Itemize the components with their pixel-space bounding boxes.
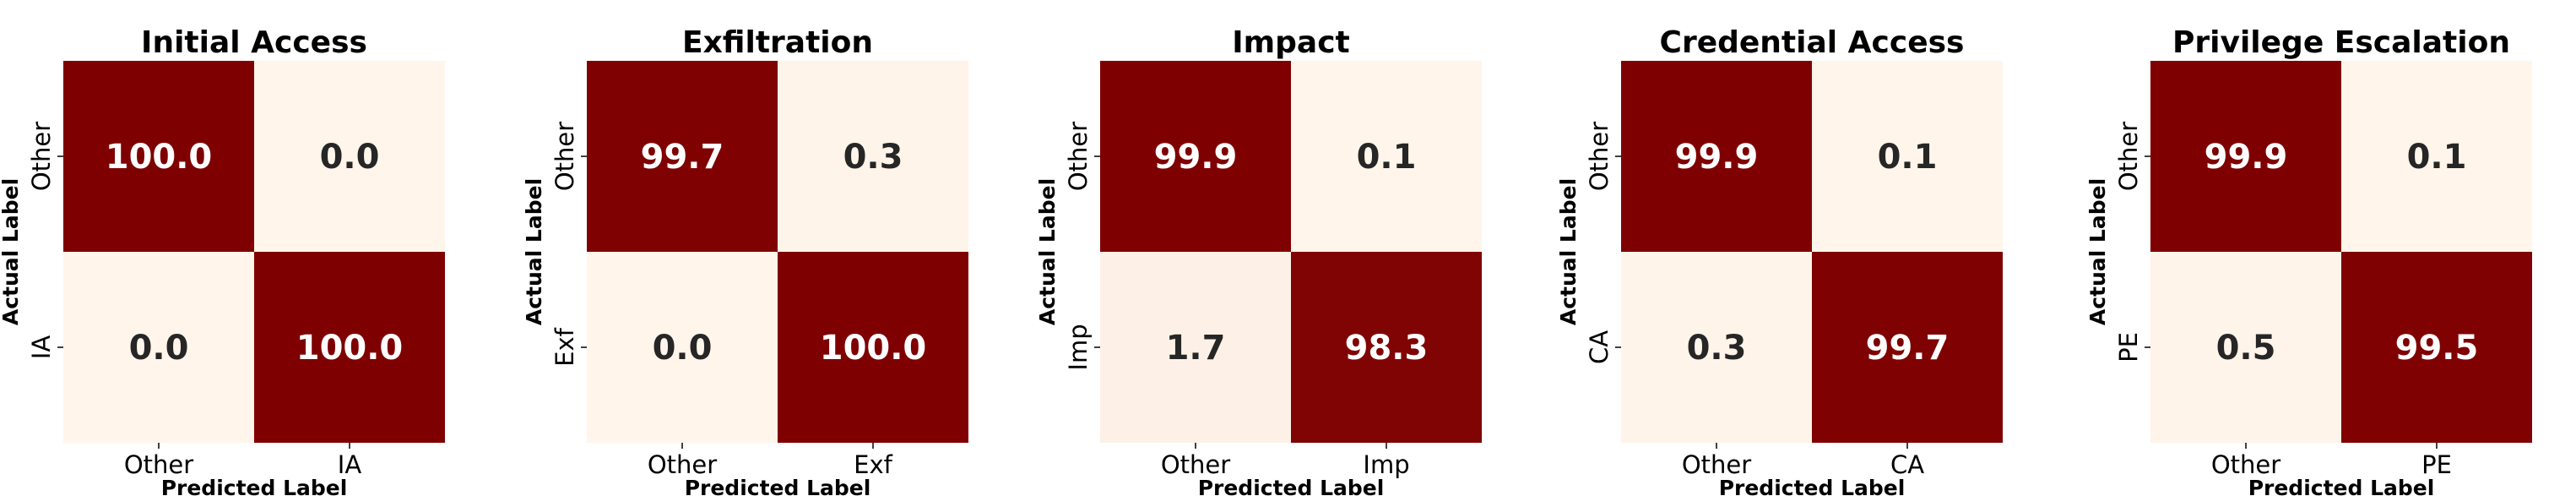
cell-value-label: 100.0 (820, 329, 927, 368)
x-axis-label: Predicted Label (1719, 476, 1906, 496)
cell-value-label: 100.0 (106, 138, 213, 177)
heatmap-cell (2341, 252, 2532, 443)
y-tick-label: Exf (550, 327, 579, 366)
heatmap-cell (254, 252, 445, 443)
heatmap-cell (778, 252, 968, 443)
y-tick-label: Other (27, 122, 56, 191)
y-tick-label: IA (27, 335, 56, 360)
heatmap-cell (778, 61, 968, 252)
heatmap-cell (1621, 61, 1812, 252)
cell-value-label: 99.7 (641, 138, 724, 177)
cell-value-label: 0.5 (2216, 329, 2276, 368)
y-tick-label: Other (550, 122, 579, 191)
x-tick-label: PE (2421, 450, 2452, 479)
heatmap-cell (1291, 61, 1482, 252)
panel-title: Exfiltration (682, 25, 873, 60)
heatmap-cell (1100, 252, 1291, 443)
confusion-matrix-panel: Exfiltration 99.7 0.3 0.0 100.0 Other Exf Other… (522, 25, 968, 496)
panel-title: Initial Access (141, 25, 367, 60)
x-tick-label: Other (124, 450, 193, 479)
y-tick-label: CA (1585, 330, 1613, 364)
cell-value-label: 0.0 (320, 138, 380, 177)
cell-value-label: 0.3 (843, 138, 903, 177)
x-tick-label: Other (1682, 450, 1751, 479)
y-tick-label: Other (2114, 122, 2143, 191)
panel-title: Impact (1232, 25, 1350, 60)
x-axis-label: Predicted Label (161, 476, 348, 496)
confusion-matrix-panel: Initial Access 100.0 0.0 0.0 100.0 Other IA Oth… (0, 25, 445, 496)
x-tick-label: CA (1890, 450, 1924, 479)
cell-value-label: 99.9 (2205, 138, 2288, 177)
y-axis-label: Actual Label (522, 178, 546, 325)
x-axis-label: Predicted Label (685, 476, 871, 496)
heatmap-cell (2341, 61, 2532, 252)
heatmap-cell (2150, 252, 2341, 443)
heatmap-cell (1812, 252, 2003, 443)
heatmap-cell (2150, 61, 2341, 252)
cell-value-label: 99.9 (1675, 138, 1759, 177)
cell-value-label: 99.5 (2395, 329, 2479, 368)
heatmap-cell (587, 61, 778, 252)
y-axis-label: Actual Label (1035, 178, 1060, 325)
x-tick-label: Other (2211, 450, 2280, 479)
y-tick-label: Other (1064, 122, 1093, 191)
heatmap-cell (1812, 61, 2003, 252)
heatmap-cell (1291, 252, 1482, 443)
heatmap-cell (1100, 61, 1291, 252)
cell-value-label: 100.0 (296, 329, 404, 368)
cell-value-label: 0.1 (2407, 138, 2467, 177)
cell-value-label: 0.1 (1878, 138, 1938, 177)
x-tick-label: Other (648, 450, 717, 479)
x-tick-label: IA (338, 450, 362, 479)
cell-value-label: 0.0 (653, 329, 713, 368)
confusion-matrix-panel: Credential Access 99.9 0.1 0.3 99.7 Other CA Ot… (1556, 25, 2003, 496)
y-axis-label: Actual Label (2085, 178, 2110, 325)
panel-title: Privilege Escalation (2172, 25, 2510, 60)
x-tick-label: Imp (1363, 450, 1409, 479)
cell-value-label: 1.7 (1166, 329, 1226, 368)
panel-title: Credential Access (1660, 25, 1965, 60)
cell-value-label: 98.3 (1345, 329, 1429, 368)
cell-value-label: 0.1 (1357, 138, 1417, 177)
heatmap-cell (254, 61, 445, 252)
x-axis-label: Predicted Label (2248, 476, 2435, 496)
y-tick-label: Imp (1064, 324, 1093, 370)
cell-value-label: 99.7 (1866, 329, 1950, 368)
heatmap-cell (587, 252, 778, 443)
y-axis-label: Actual Label (0, 178, 23, 325)
heatmap-cell (63, 252, 254, 443)
y-tick-label: PE (2114, 332, 2143, 362)
x-tick-label: Exf (854, 450, 892, 479)
heatmap-cell (1621, 252, 1812, 443)
heatmap-cell (63, 61, 254, 252)
x-tick-label: Other (1161, 450, 1230, 479)
y-tick-label: Other (1585, 122, 1613, 191)
cell-value-label: 0.0 (129, 329, 189, 368)
y-axis-label: Actual Label (1556, 178, 1581, 325)
cell-value-label: 99.9 (1154, 138, 1238, 177)
x-axis-label: Predicted Label (1198, 476, 1385, 496)
cell-value-label: 0.3 (1687, 329, 1747, 368)
